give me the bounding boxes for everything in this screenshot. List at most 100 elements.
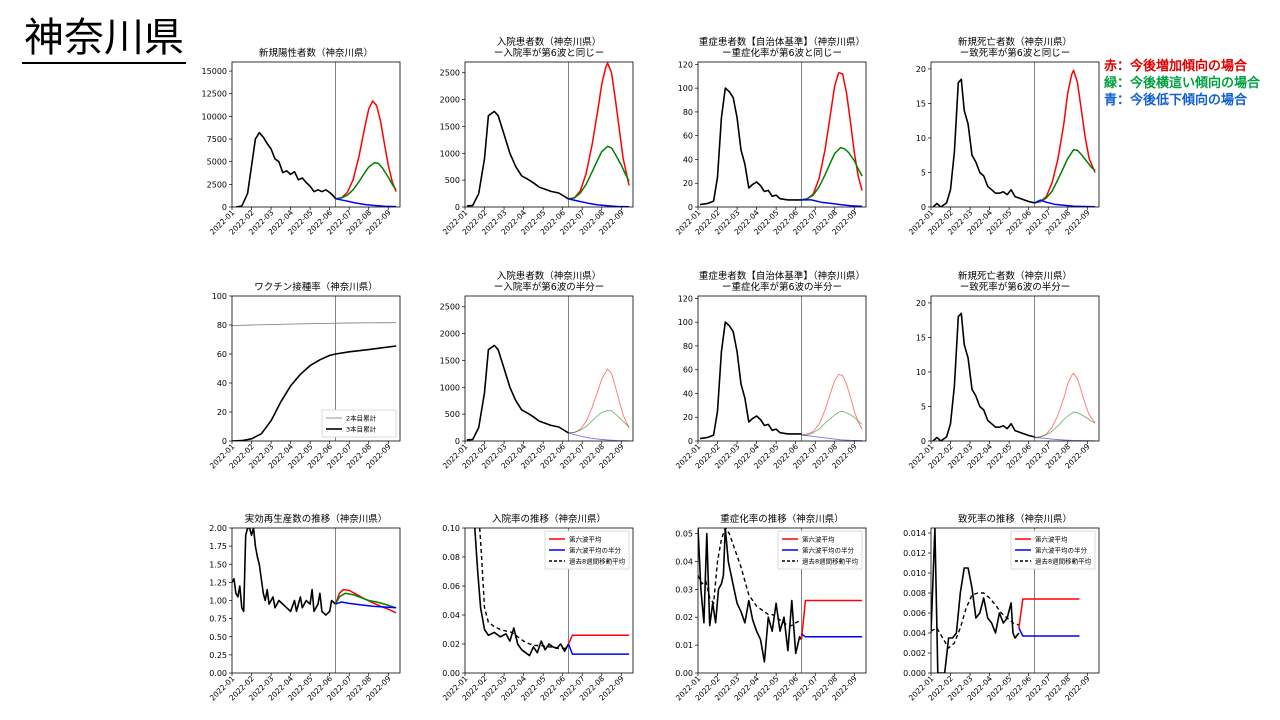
y-tick-label: 0.00 <box>442 669 460 678</box>
chart-title: 重症化率の推移（神奈川県） <box>720 513 844 525</box>
y-tick-label: 100 <box>678 84 693 93</box>
y-tick-label: 15 <box>916 333 926 342</box>
legend-label: 過去8週間移動平均 <box>569 557 626 566</box>
y-tick-label: 80 <box>683 108 693 117</box>
y-tick-label: 5000 <box>207 158 227 167</box>
y-tick-label: 2500 <box>207 180 227 189</box>
plot-frame <box>231 527 401 674</box>
y-tick-label: 20 <box>916 65 926 74</box>
series-up <box>1034 69 1096 204</box>
series-observed <box>699 321 802 440</box>
y-tick-label: 0.014 <box>903 529 926 538</box>
series-flat <box>1034 411 1096 438</box>
y-tick-label: 0.00 <box>209 669 227 678</box>
legend-label: 過去8週間移動平均 <box>802 557 859 566</box>
chart-title: 新規陽性者数（神奈川県） <box>259 47 373 59</box>
y-tick-label: 0.008 <box>903 589 926 598</box>
plot-frame <box>930 61 1100 208</box>
y-tick-label: 40 <box>683 155 693 164</box>
y-tick-label: 1000 <box>440 149 460 158</box>
plot-frame <box>930 527 1100 674</box>
y-tick-label: 60 <box>683 366 693 375</box>
series-down <box>1034 437 1096 441</box>
y-tick-label: 0.25 <box>209 651 227 660</box>
series-observed <box>698 528 803 663</box>
chart-p12: 入院患者数（神奈川県）ー入院率が第6波と同じー 0 500 1000 1500 2000 2… <box>440 36 634 237</box>
series-up <box>1018 598 1080 629</box>
legend-note-down: 青：今後低下傾向の場合 <box>1104 93 1248 108</box>
series-down <box>801 199 863 207</box>
series-flat <box>568 409 630 434</box>
plot-frame <box>464 295 634 442</box>
y-tick-label: 15 <box>916 99 926 108</box>
y-tick-label: 12500 <box>202 90 227 99</box>
y-tick-label: 2000 <box>440 330 460 339</box>
series-down <box>1018 627 1080 637</box>
legend-label: 2本目累計 <box>346 414 377 423</box>
chart-title: ー致死率が第6波の半分ー <box>960 281 1071 293</box>
series-up <box>568 368 630 434</box>
series-flat <box>335 161 397 200</box>
y-tick-label: 0.05 <box>675 530 693 539</box>
series-observed <box>235 131 337 207</box>
chart-p33: 重症化率の推移（神奈川県）0.000.010.020.030.040.05202… <box>674 513 867 703</box>
legend-label: 第六波平均の半分 <box>802 546 855 555</box>
series-up <box>568 62 630 200</box>
series-down <box>1034 199 1096 207</box>
y-tick-label: 0 <box>222 437 227 446</box>
chart-title: ワクチン接種率（神奈川県） <box>254 281 378 293</box>
y-tick-label: 500 <box>445 410 460 419</box>
y-tick-label: 0 <box>455 437 460 446</box>
plot-frame <box>697 295 867 442</box>
legend-label: 第六波平均の半分 <box>569 546 622 555</box>
y-tick-label: 0.012 <box>903 549 926 558</box>
y-tick-label: 2.00 <box>209 524 227 533</box>
y-tick-label: 20 <box>683 413 693 422</box>
series-down <box>801 434 863 441</box>
y-tick-label: 5 <box>921 402 926 411</box>
legend-label: 第六波平均 <box>1035 535 1068 544</box>
series-observed <box>466 344 569 441</box>
y-tick-label: 0.02 <box>675 613 693 622</box>
chart-p13: 重症患者数【自治体基準】（神奈川県）ー重症化率が第6波と同じー 0 20 40 60 80… <box>674 36 867 237</box>
chart-p21: ワクチン接種率（神奈川県）0204060801002022-012022-022… <box>208 281 401 471</box>
plot-frame <box>697 61 867 208</box>
chart-title: ー重症化率が第6波の半分ー <box>722 281 842 293</box>
y-tick-label: 100 <box>678 318 693 327</box>
series-up <box>1034 372 1096 438</box>
series-observed <box>232 528 337 616</box>
series-down <box>335 198 397 207</box>
y-tick-label: 0.10 <box>442 524 460 533</box>
chart-title: 致死率の推移（神奈川県） <box>958 513 1072 525</box>
y-tick-label: 0 <box>455 203 460 212</box>
y-tick-label: 2500 <box>440 303 460 312</box>
y-tick-label: 7500 <box>207 135 227 144</box>
y-tick-label: 10000 <box>202 112 227 121</box>
y-tick-label: 0 <box>921 437 926 446</box>
y-tick-label: 0.002 <box>903 649 926 658</box>
y-tick-label: 0.75 <box>209 615 227 624</box>
series-flat <box>568 145 630 200</box>
y-tick-label: 0.01 <box>675 641 693 650</box>
y-tick-label: 40 <box>683 389 693 398</box>
y-tick-label: 1500 <box>440 356 460 365</box>
y-tick-label: 20 <box>683 179 693 188</box>
y-tick-label: 120 <box>678 60 693 69</box>
y-tick-label: 0 <box>688 437 693 446</box>
y-tick-label: 20 <box>217 408 227 417</box>
y-tick-label: 40 <box>217 379 227 388</box>
series-observed <box>232 345 397 441</box>
y-tick-label: 15000 <box>202 67 227 76</box>
series-observed <box>932 312 1035 441</box>
series-observed <box>932 78 1035 207</box>
scenario-legend: 赤：今後増加傾向の場合 緑：今後横這い傾向の場合 青：今後低下傾向の場合 <box>1104 58 1260 109</box>
y-tick-label: 0.004 <box>903 629 926 638</box>
chart-title: 新規死亡者数（神奈川県） <box>958 270 1072 282</box>
series-up <box>335 100 397 200</box>
y-tick-label: 0.04 <box>442 611 460 620</box>
series-dashed <box>479 528 569 650</box>
